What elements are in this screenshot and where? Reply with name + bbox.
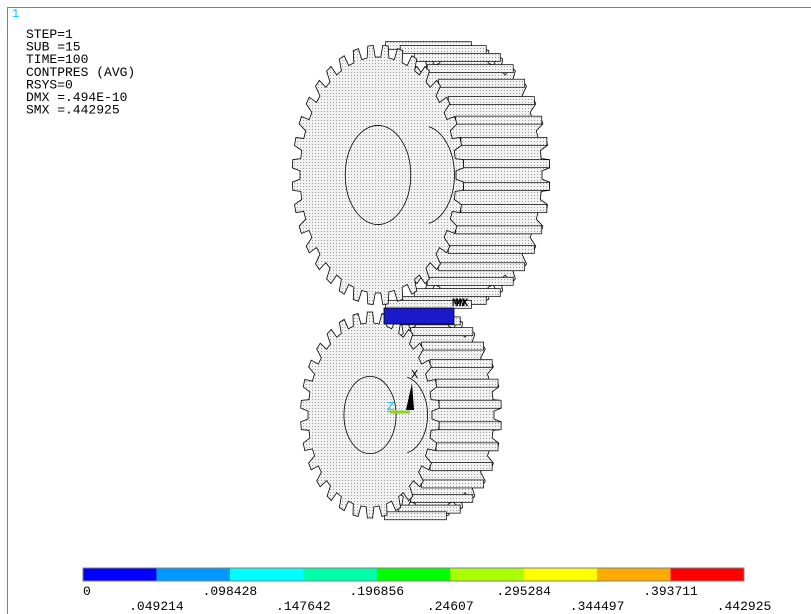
legend-swatch [377, 568, 451, 581]
gear [292, 42, 549, 309]
legend-swatch [230, 568, 304, 581]
legend-label: .295284 [496, 584, 551, 599]
legend-label: .24607 [427, 599, 474, 614]
gear-tooth-flank [414, 289, 500, 297]
legend-label: .098428 [203, 584, 258, 599]
gear-tooth-flank [439, 79, 525, 87]
graphics-window: 1 STEP=1SUB =15TIME=100CONTPRES (AVG)RSY… [0, 0, 811, 614]
gear [301, 310, 502, 520]
contact-region [384, 308, 454, 324]
gear-tooth-flank [439, 400, 501, 408]
max-marker: MX [455, 298, 469, 310]
gear-tooth-flank [439, 263, 525, 271]
gear-tooth-flank [414, 53, 500, 61]
legend-swatch [597, 568, 671, 581]
legend-swatch [156, 568, 230, 581]
legend-swatch [524, 568, 598, 581]
legend-label: .442925 [717, 599, 772, 614]
gear-tooth-flank [463, 160, 549, 168]
gear-tooth-flank [456, 116, 542, 124]
gear-front-face [292, 45, 463, 304]
legend-swatch [303, 568, 377, 581]
legend-label: .147642 [276, 599, 331, 614]
gear-tooth-flank [411, 328, 473, 336]
gear-tooth-flank [430, 359, 492, 367]
gear-tooth-flank [430, 463, 492, 471]
gear-tooth-flank [461, 137, 547, 145]
x-axis-label: X [411, 368, 418, 382]
gear-tooth-flank [400, 46, 486, 54]
legend-label: 0 [83, 584, 91, 599]
gear-tooth-flank [448, 97, 534, 105]
legend-label: .393711 [643, 584, 698, 599]
gear-tooth-flank [427, 277, 513, 285]
gear-tooth-flank [439, 422, 501, 430]
gear-tooth-flank [436, 379, 498, 387]
gear-tooth-flank [448, 245, 534, 253]
gear-tooth-flank [411, 494, 473, 502]
gear-tooth-flank [463, 182, 549, 190]
gear-tooth-flank [422, 480, 484, 488]
legend-swatch [450, 568, 524, 581]
gear-tooth-flank [436, 443, 498, 451]
gear-tooth-flank [422, 342, 484, 350]
gear-tooth-flank [427, 65, 513, 73]
legend-swatch [83, 568, 157, 581]
gear-tooth-flank [456, 226, 542, 234]
info-line: SMX =.442925 [26, 103, 120, 118]
viewport-number: 1 [12, 7, 19, 21]
legend-label: .049214 [129, 599, 184, 614]
legend-label: .344497 [570, 599, 625, 614]
legend-label: .196856 [349, 584, 404, 599]
legend-swatch [671, 568, 745, 581]
gear-tooth-flank [461, 205, 547, 213]
gear-tooth-flank [384, 512, 446, 520]
